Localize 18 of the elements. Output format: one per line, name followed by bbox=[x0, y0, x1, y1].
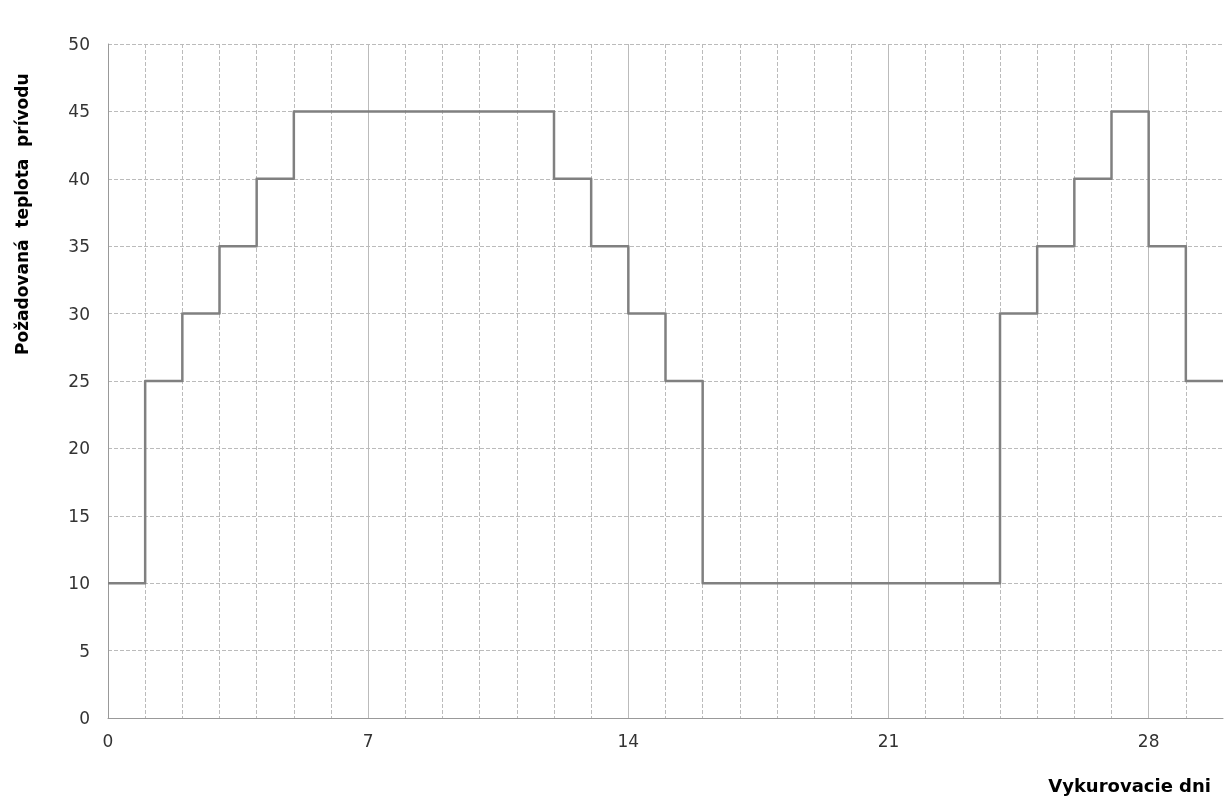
y-tick-label: 0 bbox=[79, 708, 90, 728]
x-tick-label: 0 bbox=[102, 730, 114, 751]
y-tick-label: 15 bbox=[68, 505, 90, 526]
y-tick-label: 10 bbox=[68, 573, 90, 594]
y-tick-label: 30 bbox=[68, 303, 90, 324]
x-tick-label: 28 bbox=[1137, 730, 1160, 751]
x-tick-label: 14 bbox=[617, 730, 640, 751]
y-tick-label: 5 bbox=[79, 640, 90, 661]
y-tick-label: 45 bbox=[68, 101, 90, 122]
y-tick-label: 25 bbox=[68, 371, 90, 391]
y-tick-label: 40 bbox=[68, 168, 90, 189]
y-tick-label: 50 bbox=[68, 34, 90, 54]
y-axis-title: Požadovaná teplota prívodu bbox=[12, 73, 32, 355]
x-tick-label: 21 bbox=[877, 730, 900, 751]
x-axis-title: Vykurovacie dni bbox=[1048, 774, 1211, 796]
y-tick-label: 20 bbox=[68, 438, 90, 459]
y-tick-label: 35 bbox=[68, 236, 90, 257]
x-tick-label: 7 bbox=[362, 730, 374, 751]
